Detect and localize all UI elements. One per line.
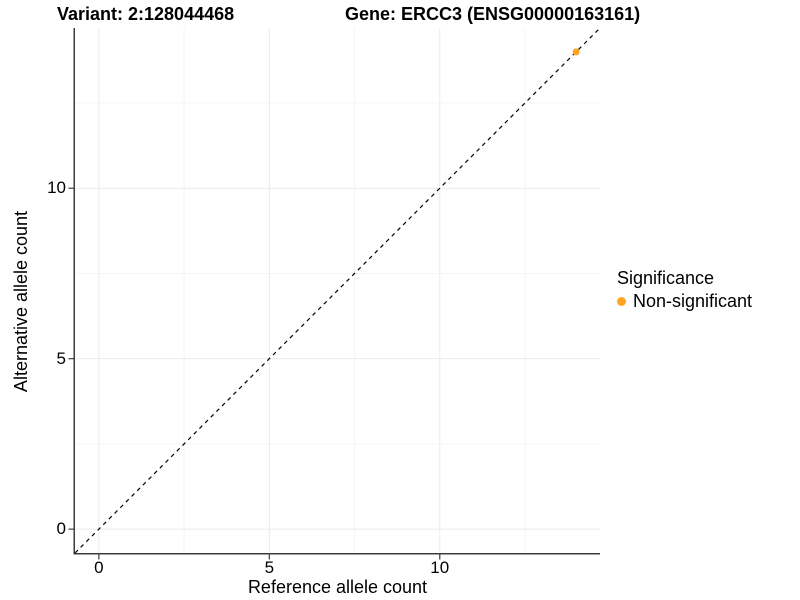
gene-title: Gene: ERCC3 (ENSG00000163161) [345,4,641,24]
variant-title: Variant: 2:128044468 [57,4,235,24]
diagonal-reference-line [74,27,601,554]
legend-title: Significance [617,268,715,288]
legend: Significance Non-significant [617,268,752,312]
y-tick-label: 5 [56,348,66,368]
x-tick-label: 0 [94,558,104,577]
legend-entry-non-significant: Non-significant [617,291,752,312]
y-tick-label: 10 [47,178,66,198]
data-point [572,48,580,56]
y-axis-title: Alternative allele count [11,210,31,393]
y-tick-label: 0 [56,519,66,539]
legend-point-icon [617,297,626,306]
legend-entry-label: Non-significant [633,291,753,311]
x-tick-label: 5 [264,558,275,577]
x-tick-label: 10 [430,558,450,577]
x-axis-title: Reference allele count [247,577,428,597]
